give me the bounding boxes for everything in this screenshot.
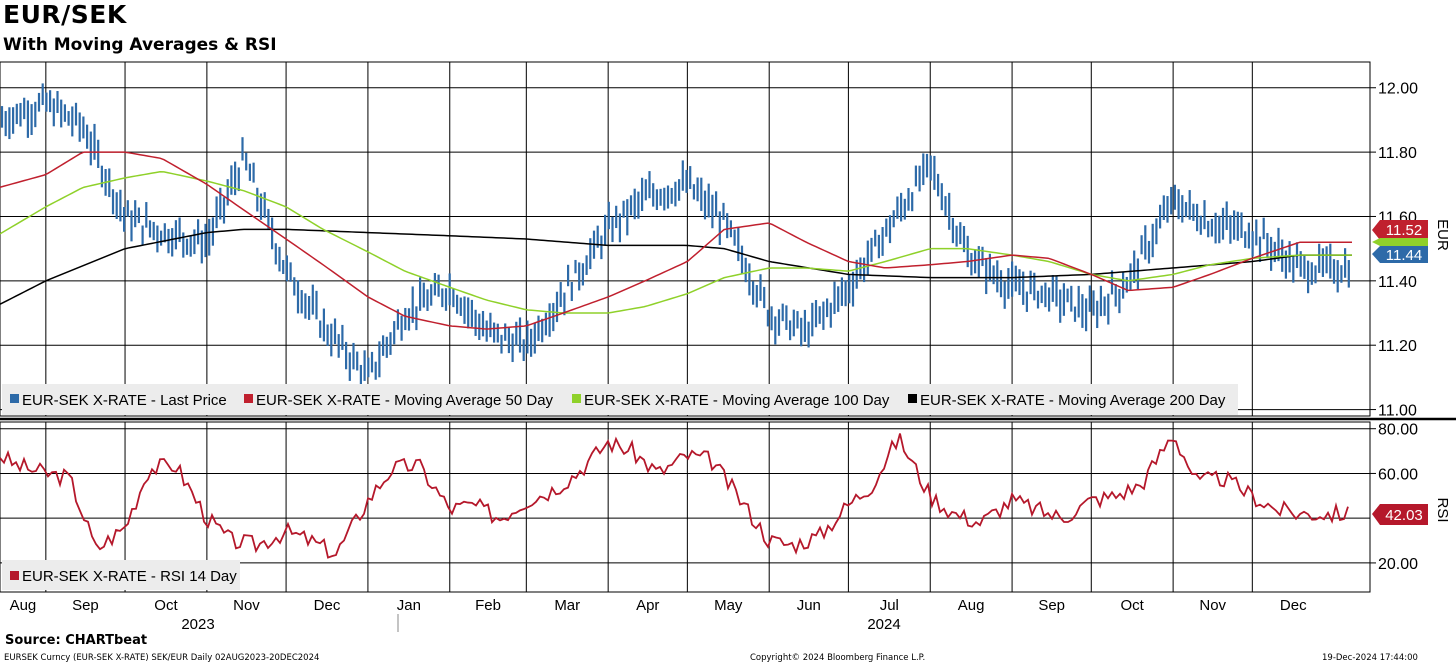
footer-copyright: Copyright© 2024 Bloomberg Finance L.P. (750, 653, 926, 663)
year-label-2023: 2023 (181, 616, 214, 633)
month-label: Aug (958, 597, 985, 614)
month-label: Dec (314, 597, 341, 614)
source-note: Source: CHARTbeat (5, 633, 148, 648)
price-tick-label: 11.00 (1378, 403, 1417, 420)
horizontal-gridlines (0, 87, 1370, 564)
month-axis-labels: Aug Sep Oct Nov Dec Jan Feb Mar Apr May Jun Jul Aug S… (10, 597, 1308, 614)
month-label: Feb (475, 597, 501, 614)
chart-title: EUR/SEK (3, 0, 127, 29)
month-label: Oct (154, 597, 178, 614)
last-value-ma100-flag (1372, 238, 1428, 246)
last-value-rsi: 42.03 (1385, 507, 1423, 524)
month-label: Dec (1280, 597, 1307, 614)
month-label: Jun (797, 597, 821, 614)
legend-item-ma100: EUR-SEK X-RATE - Moving Average 100 Day (572, 392, 890, 409)
price-tick-label: 12.00 (1378, 81, 1418, 98)
month-label: May (714, 597, 743, 614)
ma50-line (0, 151, 1352, 330)
month-label: Mar (554, 597, 580, 614)
rsi-axis-ticks: 80.00 60.00 20.00 (1370, 422, 1418, 573)
legend-item-price: EUR-SEK X-RATE - Last Price (10, 392, 227, 409)
ma100-line (0, 171, 1352, 314)
month-label: Aug (10, 597, 37, 614)
legend-item-rsi: EUR-SEK X-RATE - RSI 14 Day (10, 568, 237, 585)
month-label: Sep (72, 597, 99, 614)
svg-text:EUR-SEK X-RATE - Moving Averag: EUR-SEK X-RATE - Moving Average 100 Day (584, 392, 890, 409)
svg-text:EUR-SEK X-RATE - RSI 14 Day: EUR-SEK X-RATE - RSI 14 Day (22, 568, 237, 585)
last-value-ma50: 11.52 (1386, 222, 1422, 239)
month-label: Jul (880, 597, 899, 614)
footer-timestamp: 19-Dec-2024 17:44:00 (1322, 653, 1418, 663)
price-tick-label: 11.40 (1378, 274, 1417, 291)
rsi-line (0, 433, 1349, 559)
rsi-tick-label: 60.00 (1378, 466, 1418, 483)
price-panel-frame (0, 61, 1371, 417)
month-label: Apr (636, 597, 659, 614)
month-label: Nov (233, 597, 260, 614)
last-value-price: 11.44 (1386, 247, 1422, 264)
month-label: Oct (1121, 597, 1145, 614)
legend-item-ma50: EUR-SEK X-RATE - Moving Average 50 Day (244, 392, 554, 409)
vertical-gridlines (45, 62, 1253, 592)
rsi-tick-label: 80.00 (1378, 422, 1418, 439)
rsi-legend: EUR-SEK X-RATE - RSI 14 Day (2, 560, 240, 590)
last-value-ma50-flag: 11.52 (1372, 220, 1428, 240)
month-label: Sep (1038, 597, 1065, 614)
legend-item-ma200: EUR-SEK X-RATE - Moving Average 200 Day (908, 392, 1226, 409)
price-bars (0, 83, 1350, 395)
year-label-2024: 2024 (867, 616, 900, 633)
rsi-tick-label: 20.00 (1378, 556, 1418, 573)
price-axis-label: EUR (1434, 219, 1451, 251)
rsi-axis-label: RSI (1434, 497, 1451, 522)
svg-text:EUR-SEK X-RATE - Moving Averag: EUR-SEK X-RATE - Moving Average 200 Day (920, 392, 1226, 409)
footer-left: EURSEK Curncy (EUR-SEK X-RATE) SEK/EUR D… (4, 653, 320, 663)
price-legend: EUR-SEK X-RATE - Last Price EUR-SEK X-RA… (2, 384, 1238, 415)
svg-text:EUR-SEK X-RATE - Last Price: EUR-SEK X-RATE - Last Price (22, 392, 227, 409)
price-tick-label: 11.20 (1378, 338, 1417, 355)
month-label: Jan (397, 597, 421, 614)
month-label: Nov (1199, 597, 1226, 614)
rsi-panel-frame (0, 421, 1371, 593)
last-value-rsi-flag: 42.03 (1372, 504, 1428, 525)
ma200-line (0, 228, 1352, 305)
svg-text:EUR-SEK X-RATE - Moving Averag: EUR-SEK X-RATE - Moving Average 50 Day (256, 392, 554, 409)
last-value-price-flag: 11.44 (1372, 246, 1428, 264)
price-tick-label: 11.80 (1378, 145, 1417, 162)
chart-subtitle: With Moving Averages & RSI (3, 35, 277, 55)
